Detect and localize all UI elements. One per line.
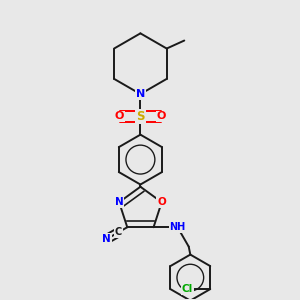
Text: Cl: Cl [182,284,193,294]
Text: NH: NH [169,222,186,232]
Text: N: N [102,234,111,244]
Text: O: O [157,197,166,207]
Text: S: S [136,110,145,123]
Text: C: C [115,227,122,237]
Text: N: N [115,197,124,207]
Text: O: O [115,111,124,122]
Text: O: O [157,111,166,122]
Text: N: N [136,89,145,99]
